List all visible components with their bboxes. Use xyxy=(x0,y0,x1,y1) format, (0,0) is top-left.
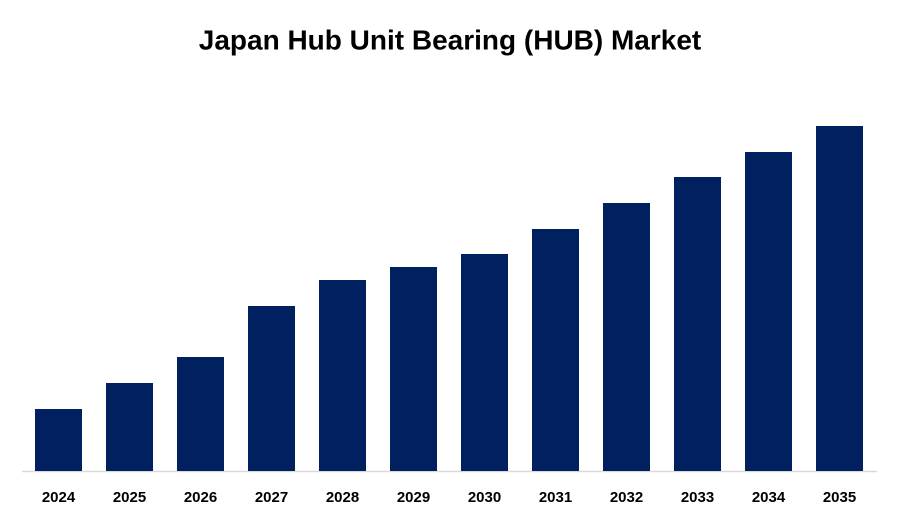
bar xyxy=(815,126,864,471)
x-tick-label: 2031 xyxy=(539,489,572,506)
x-tick-label: 2024 xyxy=(42,489,76,506)
bar xyxy=(531,229,580,471)
bar xyxy=(34,409,83,471)
bar xyxy=(673,177,722,471)
bar xyxy=(389,267,438,471)
chart-title: Japan Hub Unit Bearing (HUB) Market xyxy=(199,24,702,55)
x-tick-label: 2030 xyxy=(468,489,501,506)
x-tick-label: 2028 xyxy=(326,489,359,506)
bar xyxy=(105,383,154,471)
x-tick-label: 2033 xyxy=(681,489,714,506)
x-tick-label: 2034 xyxy=(752,489,786,506)
bar xyxy=(602,203,651,471)
bar xyxy=(318,280,367,471)
bar xyxy=(247,306,296,471)
bar xyxy=(744,152,793,471)
x-tick-label: 2032 xyxy=(610,489,643,506)
x-tick-label: 2029 xyxy=(397,489,430,506)
x-tick-label: 2027 xyxy=(255,489,288,506)
x-tick-label: 2025 xyxy=(113,489,146,506)
x-tick-label: 2026 xyxy=(184,489,217,506)
bar xyxy=(460,254,509,471)
x-tick-label: 2035 xyxy=(823,489,856,506)
bar xyxy=(176,357,225,471)
